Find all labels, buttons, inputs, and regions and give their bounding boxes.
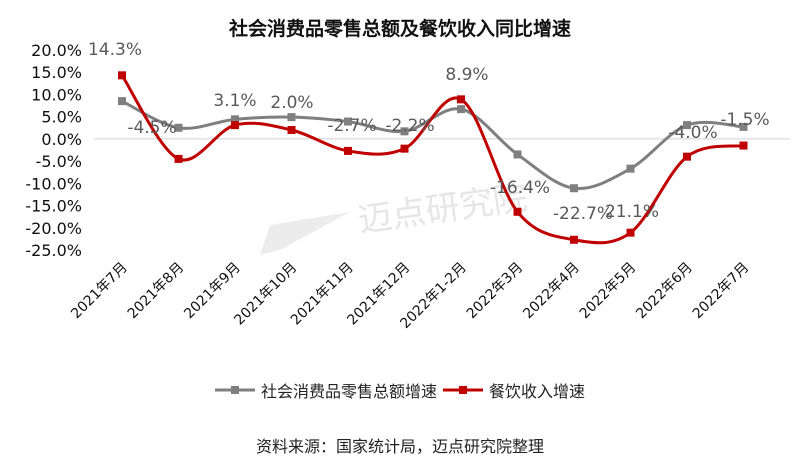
data-point-marker	[287, 113, 296, 122]
data-label: 3.1%	[213, 91, 256, 111]
data-point-marker	[344, 146, 352, 155]
data-label: 21.1%	[605, 202, 659, 222]
data-point-marker	[400, 144, 409, 153]
data-point-marker	[570, 235, 578, 244]
y-tick-label: -25.0%	[25, 241, 82, 260]
data-point-marker	[231, 115, 239, 124]
data-point-marker	[457, 105, 465, 114]
x-tick-label: 2021年8月	[125, 260, 188, 323]
retail-growth-line	[121, 99, 744, 190]
data-point-marker	[570, 184, 578, 193]
data-point-marker	[683, 121, 691, 130]
x-tick-label: 2022年3月	[464, 260, 527, 323]
x-tick-label: 2021年7月	[68, 260, 131, 323]
y-tick-label: 0.0%	[41, 130, 82, 149]
data-label: 8.9%	[445, 65, 488, 85]
legend: 社会消费品零售总额增速 餐饮收入增速	[0, 378, 800, 402]
y-tick-label: 15.0%	[31, 63, 82, 82]
data-point-marker	[739, 141, 748, 150]
gray-line-marker-icon	[214, 386, 255, 394]
y-tick-label: -20.0%	[25, 219, 82, 238]
legend-label-catering: 餐饮收入增速	[489, 382, 586, 401]
chart-title: 社会消费品零售总额及餐饮收入同比增速	[228, 18, 571, 40]
data-point-marker	[231, 121, 239, 130]
data-point-marker	[513, 150, 522, 159]
y-tick-label: 5.0%	[41, 108, 82, 127]
x-tick-label: 2022年4月	[520, 260, 583, 323]
data-label: -2.2%	[385, 116, 434, 136]
data-label: -22.7%	[553, 204, 613, 224]
y-tick-label: 10.0%	[31, 85, 82, 104]
data-point-marker	[683, 152, 691, 161]
data-point-marker	[626, 228, 635, 237]
data-label: 2.0%	[270, 93, 313, 113]
x-tick-label: 2022年7月	[690, 260, 753, 323]
data-label: -4.5%	[127, 118, 176, 138]
data-point-marker	[739, 122, 748, 131]
data-point-marker	[118, 97, 126, 106]
data-point-marker	[118, 71, 126, 80]
data-point-marker	[344, 117, 352, 126]
watermark-logo-icon	[260, 212, 350, 255]
data-label: -2.7%	[327, 116, 376, 136]
data-label: -16.4%	[490, 178, 550, 198]
source-note: 资料来源：国家统计局，迈点研究院整理	[255, 437, 544, 456]
x-tick-label: 2022年6月	[633, 260, 696, 323]
data-label: 14.3%	[88, 40, 142, 60]
x-tick-label: 2022年5月	[577, 260, 640, 323]
data-point-marker	[400, 127, 409, 136]
data-point-marker	[174, 154, 183, 163]
red-line-marker-icon	[443, 386, 483, 394]
legend-label-retail: 社会消费品零售总额增速	[260, 382, 437, 401]
y-tick-label: -15.0%	[25, 197, 82, 216]
data-point-marker	[174, 123, 183, 132]
y-tick-label: -10.0%	[25, 174, 82, 193]
y-tick-label: 20.0%	[31, 41, 82, 60]
y-tick-label: -5.0%	[36, 152, 82, 171]
legend-item-catering: 餐饮收入增速	[443, 378, 585, 402]
legend-item-retail: 社会消费品零售总额增速	[214, 378, 437, 402]
data-point-marker	[626, 164, 635, 173]
data-point-marker	[287, 126, 296, 134]
data-point-marker	[513, 207, 522, 216]
data-point-marker	[457, 95, 465, 104]
data-label: -1.5%	[720, 110, 769, 130]
data-label: -4.0%	[668, 123, 717, 143]
